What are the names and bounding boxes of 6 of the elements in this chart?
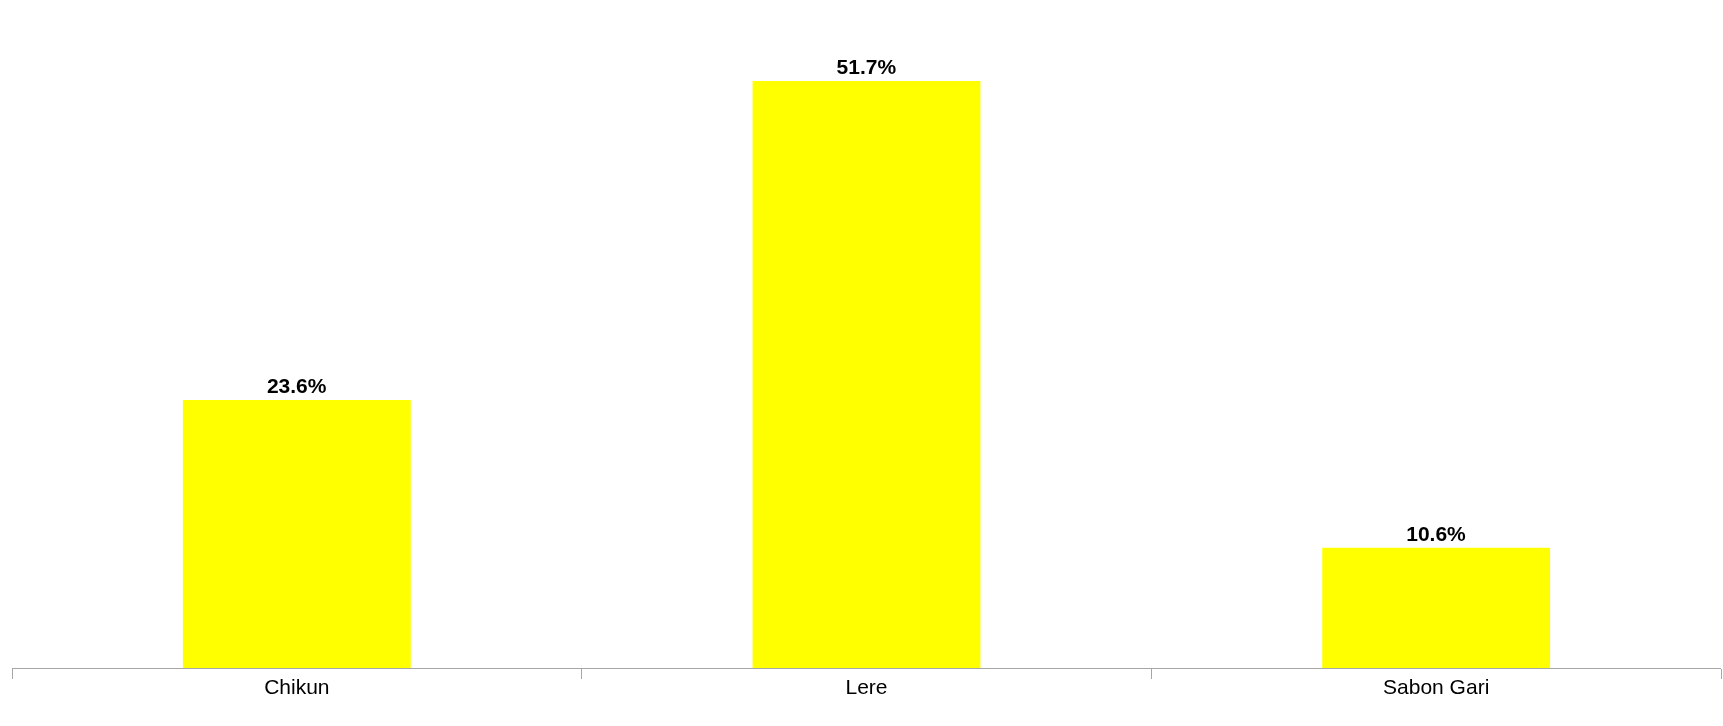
x-tick-label: Lere <box>845 675 888 699</box>
x-tick-label: Chikun <box>264 675 330 699</box>
data-label: 23.6% <box>266 374 327 397</box>
data-label: 51.7% <box>836 54 897 78</box>
data-label: 10.6% <box>1406 521 1467 545</box>
x-tick-label: Sabon Gari <box>1383 675 1490 699</box>
